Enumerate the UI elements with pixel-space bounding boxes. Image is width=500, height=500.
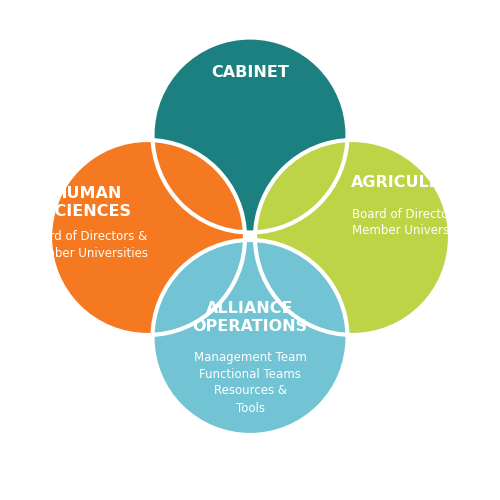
Text: Management Team
Functional Teams
Resources &
Tools: Management Team Functional Teams Resourc… (194, 350, 306, 414)
Circle shape (152, 240, 348, 435)
Text: HUMAN
SCIENCES: HUMAN SCIENCES (44, 186, 132, 218)
Text: ALLIANCE
OPERATIONS: ALLIANCE OPERATIONS (192, 302, 308, 334)
Circle shape (255, 140, 450, 335)
Circle shape (152, 38, 348, 232)
Text: CABINET: CABINET (211, 65, 289, 80)
Text: Board of Directors &
Member Universities: Board of Directors & Member Universities (352, 208, 474, 238)
Text: Board of Directors &
Member Universities: Board of Directors & Member Universities (26, 230, 148, 260)
Circle shape (50, 140, 245, 335)
Text: AGRICULTURE: AGRICULTURE (351, 175, 474, 190)
